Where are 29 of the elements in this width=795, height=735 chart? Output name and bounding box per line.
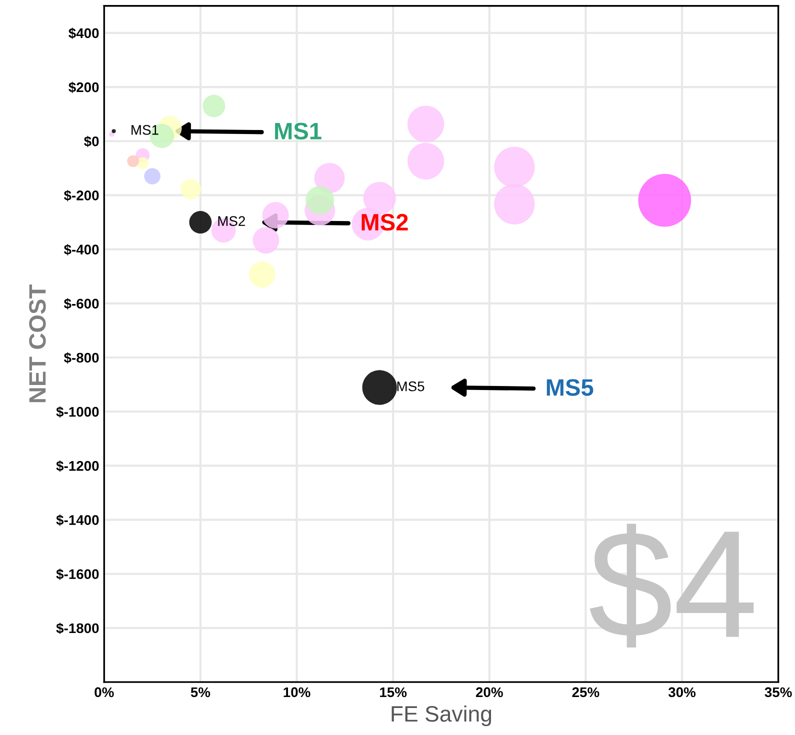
y-tick-label: $0 <box>84 136 99 148</box>
x-tick-label: 10% <box>284 687 310 698</box>
y-tick-label: $-1000 <box>56 406 99 418</box>
y-tick-label: $-400 <box>64 244 99 256</box>
x-tick-label: 0% <box>94 687 114 698</box>
y-tick-label: $-1600 <box>56 568 99 580</box>
annotation: MS5 <box>397 381 424 392</box>
y-tick-label: $-800 <box>64 352 99 364</box>
y-tick-label: $-600 <box>64 298 99 310</box>
x-tick-label: 30% <box>668 687 696 698</box>
x-tick-label: 15% <box>380 687 407 698</box>
y-axis-title: NET COST <box>29 284 46 402</box>
x-tick-label: 20% <box>476 687 503 698</box>
annotation: MS2 <box>218 216 245 226</box>
x-tick-label: 5% <box>190 687 210 698</box>
y-tick-label: $-1400 <box>56 514 99 526</box>
x-tick-label: 25% <box>572 687 600 698</box>
annotation: MS1 <box>132 125 158 135</box>
x-tick-label: 35% <box>764 687 792 698</box>
y-tick-label: $200 <box>68 82 99 94</box>
annotation: MS2 <box>362 214 408 231</box>
annotation: $4 <box>590 524 754 648</box>
y-tick-label: $-1800 <box>56 622 99 634</box>
y-tick-label: $-200 <box>64 190 99 202</box>
annotation: MS1 <box>275 122 322 140</box>
annotation: MS5 <box>546 379 594 396</box>
x-axis-title: FE Saving <box>392 705 492 726</box>
y-tick-label: $400 <box>68 28 99 39</box>
y-tick-label: $-1200 <box>56 460 99 472</box>
